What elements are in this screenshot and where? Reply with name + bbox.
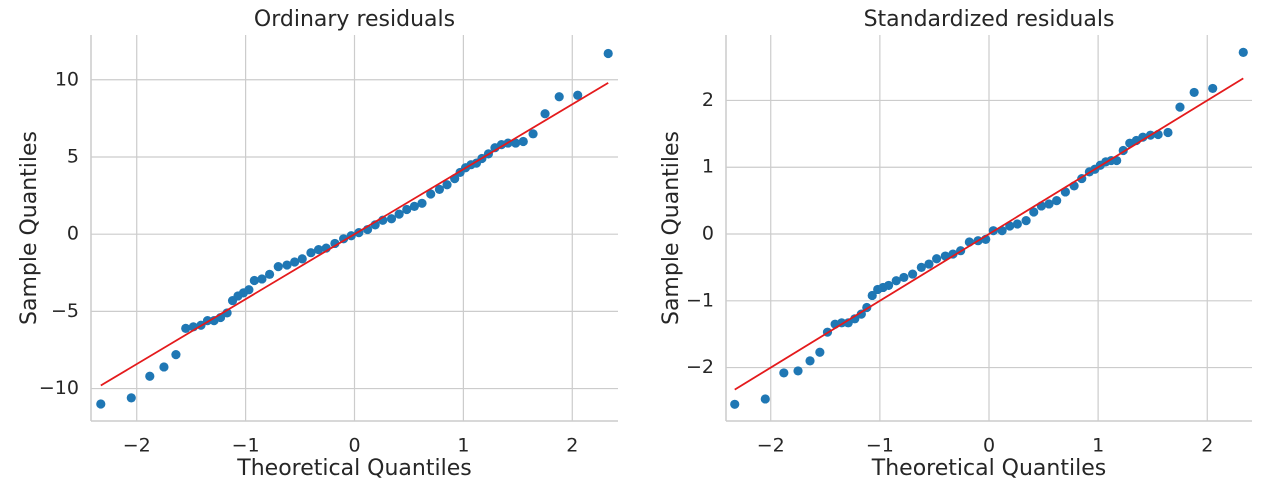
point [159,362,169,372]
point [145,371,155,381]
point [1175,102,1185,112]
point [394,209,404,219]
point [815,347,825,357]
point [1029,207,1039,217]
point [908,269,918,279]
x-tick-label: −2 [757,435,785,457]
x-tick-label: 2 [1201,435,1213,457]
point [409,201,419,211]
point [528,129,538,139]
y-tick-label: 0 [702,223,714,245]
x-tick-label: 1 [457,435,469,457]
chart-title: Ordinary residuals [254,7,455,32]
point [257,274,267,284]
x-tick-label: 0 [983,435,995,457]
reference-line [734,77,1244,391]
point [924,259,934,269]
point [1189,87,1199,98]
point [1238,47,1248,57]
x-tick-label: 1 [1092,435,1104,457]
point [426,189,436,199]
point [290,257,300,267]
y-tick-label: −10 [39,377,79,399]
point [518,136,528,147]
point [1163,127,1173,138]
y-tick-label: 10 [55,68,79,90]
y-tick-label: −1 [686,289,714,311]
point [264,269,275,279]
x-axis-label: Theoretical Quantiles [236,456,471,481]
point [1052,196,1062,206]
point [867,290,877,301]
x-tick-label: −1 [866,435,894,457]
point [805,356,815,366]
point [573,90,583,100]
point [282,260,292,270]
y-tick-label: −5 [51,300,79,322]
point [948,249,958,259]
chart-title: Standardized residuals [864,7,1115,32]
point [249,275,259,286]
point [386,214,397,224]
point [181,323,191,333]
point [442,180,452,190]
point [540,109,550,119]
y-tick-label: 1 [702,156,714,178]
point [417,198,427,208]
point [884,280,894,291]
point [1044,199,1054,209]
point [1021,216,1031,226]
y-tick-label: −2 [686,356,714,378]
point [297,254,307,264]
point [932,254,942,264]
point [434,184,445,194]
point [511,138,521,148]
point [96,399,106,409]
y-tick-label: 2 [702,89,714,111]
point [793,366,803,376]
point [760,394,770,404]
point [126,393,136,403]
y-axis-label: Sample Quantiles [17,131,42,325]
point [244,285,254,295]
x-tick-label: 0 [348,435,360,457]
point [273,262,283,272]
point [899,272,909,283]
point [779,368,789,378]
point [730,399,740,409]
point [1012,219,1022,229]
point [171,350,181,360]
point [603,48,613,59]
y-tick-label: 5 [67,145,79,167]
x-tick-label: −1 [232,435,260,457]
point [554,92,564,102]
point [891,276,901,286]
point [916,262,926,273]
point [313,245,324,255]
y-tick-label: 0 [67,223,79,245]
point [856,309,866,319]
x-tick-label: −2 [123,435,151,457]
reference-line [100,82,609,387]
y-axis-label: Sample Quantiles [659,131,684,325]
point [330,238,340,249]
point [1208,83,1218,94]
point [306,248,316,258]
point [402,204,412,215]
x-axis-label: Theoretical Quantiles [871,456,1106,481]
x-tick-label: 2 [566,435,578,457]
